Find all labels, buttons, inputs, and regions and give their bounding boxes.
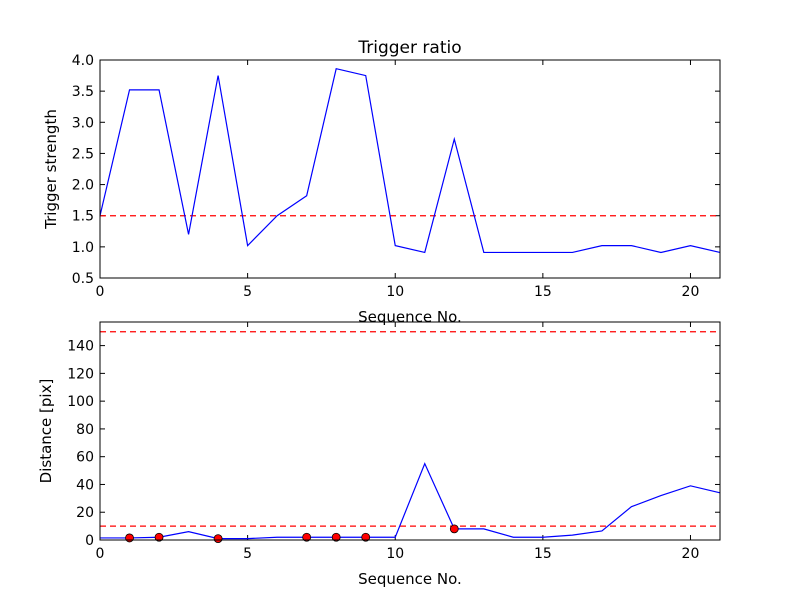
bottom-xtick-label: 15 (534, 546, 552, 562)
bottom-marker-point (449, 524, 459, 534)
bottom-marker-point (213, 534, 223, 544)
bottom-ytick-label: 0 (85, 533, 94, 549)
bottom-marker-point (154, 532, 164, 542)
bottom-marker-point (331, 532, 341, 542)
bottom-marker-point (302, 532, 312, 542)
bottom-ytick-label: 40 (76, 477, 94, 493)
top-ytick-label: 4.0 (72, 53, 94, 69)
bottom-xtick-label: 5 (243, 546, 252, 562)
top-ytick-label: 1.0 (72, 240, 94, 256)
top-ytick-label: 3.5 (72, 84, 94, 100)
top-xtick-label: 0 (96, 284, 105, 300)
bottom-ytick-label: 100 (67, 394, 94, 410)
top-ytick-label: 0.5 (72, 271, 94, 287)
bottom-ylabel: Distance [pix] (37, 379, 55, 484)
top-axes-frame (99, 59, 721, 279)
bottom-xtick-label: 20 (682, 546, 700, 562)
top-ytick-label: 3.0 (72, 115, 94, 131)
bottom-series-line (100, 462, 721, 540)
bottom-axes-frame (99, 321, 721, 541)
top-series-line (99, 67, 721, 254)
top-xtick-label: 10 (386, 284, 404, 300)
top-ytick-label: 1.5 (72, 209, 94, 225)
top-xtick-label: 20 (682, 284, 700, 300)
top-subplot: Trigger ratio Sequence No. Trigger stren… (42, 38, 721, 326)
top-ylabel: Trigger strength (42, 109, 60, 230)
top-xtick-label: 5 (243, 284, 252, 300)
bottom-xlabel: Sequence No. (358, 570, 462, 588)
bottom-ytick-label: 120 (67, 366, 94, 382)
top-ytick-label: 2.0 (72, 178, 94, 194)
bottom-ytick-label: 60 (76, 450, 94, 466)
top-ticks: 0 5 10 15 20 0.5 1.0 1.5 2.0 2.5 3.0 3.5 4.0 (72, 53, 720, 300)
bottom-thresholds (100, 331, 720, 527)
top-title: Trigger ratio (357, 38, 461, 58)
top-xtick-label: 15 (534, 284, 552, 300)
top-ytick-label: 2.5 (72, 146, 94, 162)
bottom-ytick-label: 80 (76, 422, 94, 438)
bottom-marker-point (125, 533, 134, 543)
bottom-xtick-label: 10 (386, 546, 404, 562)
top-xlabel: Sequence No. (358, 308, 462, 326)
bottom-subplot: Sequence No. Distance [pix] 0 5 10 15 20 0 20 4… (37, 321, 721, 588)
bottom-ytick-label: 140 (67, 339, 94, 355)
bottom-xtick-label: 0 (96, 546, 105, 562)
bottom-ytick-label: 20 (76, 505, 94, 521)
bottom-marker-point (361, 532, 371, 542)
bottom-ticks: 0 5 10 15 20 0 20 40 60 80 100 120 140 (67, 322, 720, 562)
